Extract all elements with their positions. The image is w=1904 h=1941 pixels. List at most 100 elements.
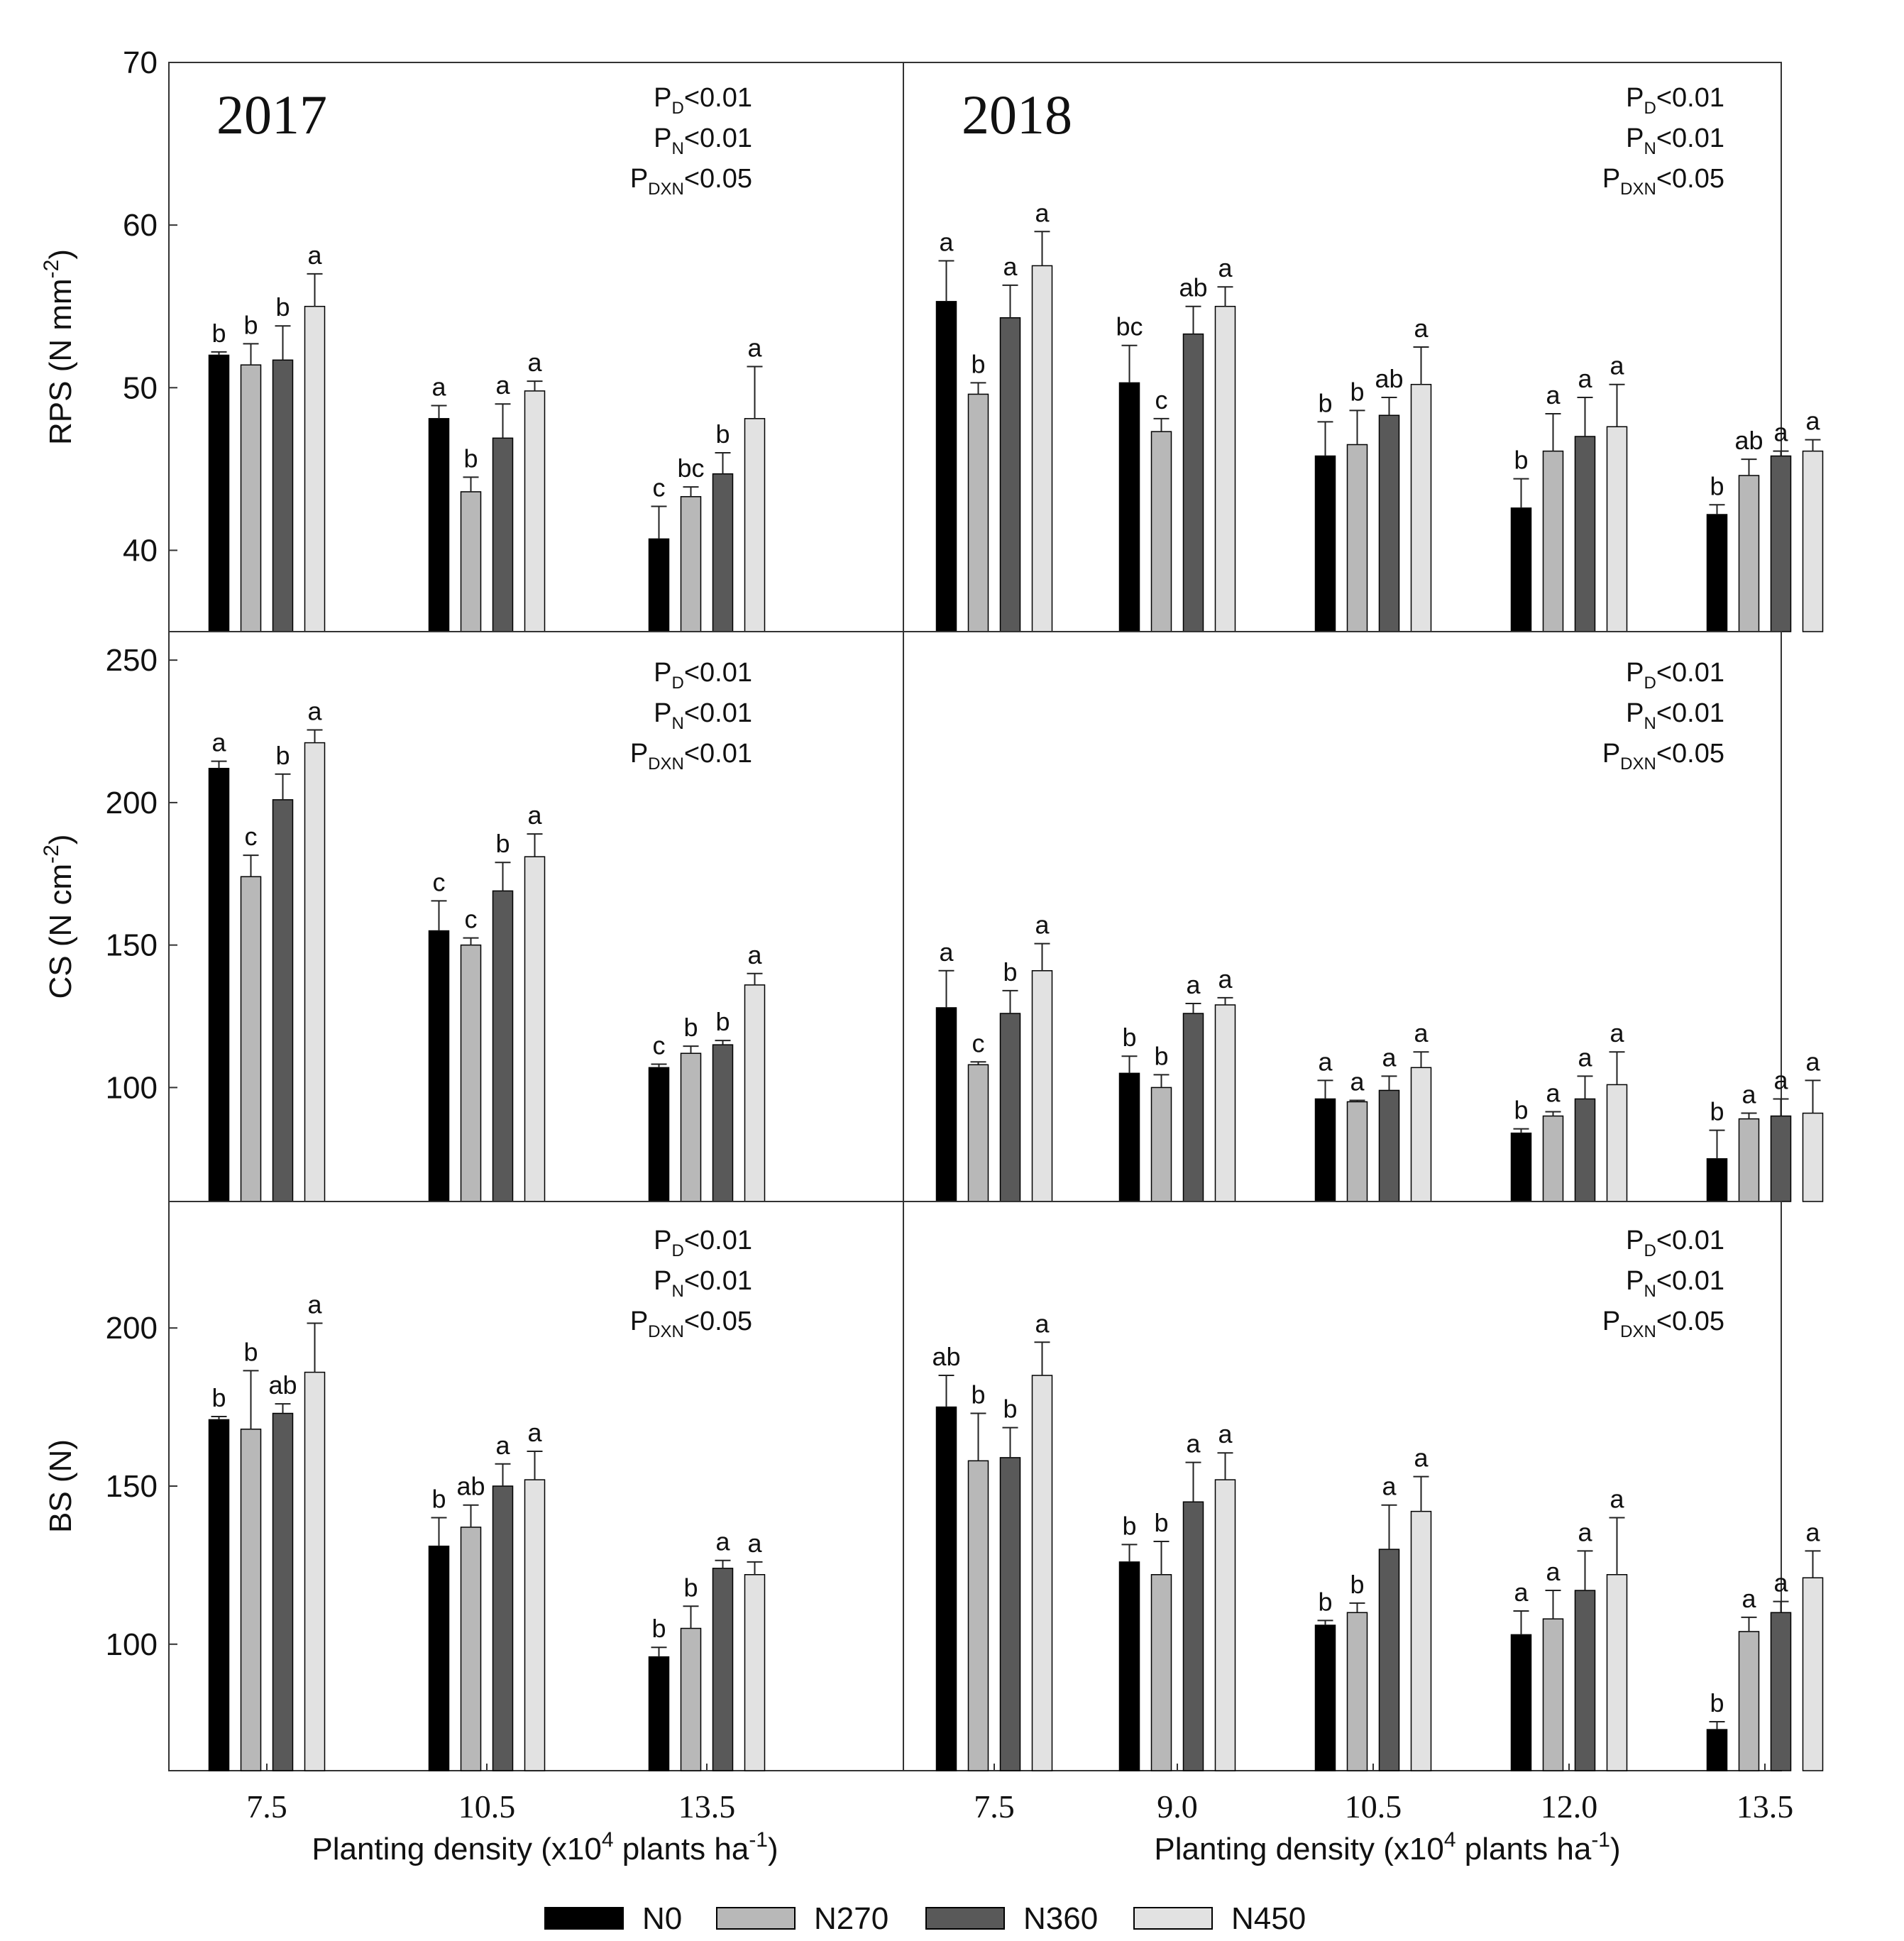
bar-n0-7.5: [935, 1007, 957, 1202]
stat-annotation: PDXN<0.01: [630, 739, 752, 774]
bar-n0-7.5: [935, 1406, 957, 1771]
significance-letter: a: [211, 728, 226, 757]
y-axis-title: BS (N): [43, 1439, 78, 1533]
significance-letter: c: [465, 905, 478, 934]
significance-letter: b: [1514, 446, 1528, 475]
legend-label-n0: N0: [642, 1901, 682, 1936]
bar-n450-10.5: [1410, 383, 1432, 632]
bar-n450-7.5: [1031, 265, 1053, 632]
y-tick-label: 200: [106, 1311, 158, 1346]
significance-letter: b: [1710, 1097, 1724, 1126]
significance-letter: a: [527, 348, 542, 377]
bar-n450-13.5: [744, 984, 766, 1202]
bar-n0-12.0: [1510, 1634, 1532, 1771]
bar-n0-10.5: [1314, 455, 1336, 632]
significance-letter: a: [1805, 407, 1820, 436]
bar-n450-10.5: [1410, 1067, 1432, 1202]
significance-letter: a: [747, 333, 762, 362]
x-tick-label: 10.5: [1345, 1788, 1402, 1825]
significance-letter: a: [1035, 198, 1050, 227]
significance-letter: a: [1414, 314, 1429, 343]
bar-n0-10.5: [428, 418, 450, 632]
bar-n360-12.0: [1574, 436, 1596, 632]
significance-letter: a: [307, 1290, 322, 1319]
significance-letter: b: [1003, 1395, 1017, 1424]
y-tick-label: 150: [106, 1469, 158, 1504]
bar-n0-12.0: [1510, 507, 1532, 632]
significance-letter: c: [653, 473, 666, 502]
significance-letter: a: [495, 1431, 510, 1460]
bar-n0-7.5: [208, 1419, 230, 1771]
bar-n360-7.5: [272, 1412, 294, 1771]
bar-n360-13.5: [1770, 455, 1792, 632]
bar-n360-12.0: [1574, 1590, 1596, 1771]
year-label-2018: 2018: [962, 84, 1072, 145]
bar-n450-9.0: [1214, 305, 1236, 632]
significance-letter: a: [939, 228, 954, 257]
significance-letter: a: [1546, 380, 1561, 409]
significance-letter: a: [1514, 1578, 1529, 1607]
bar-n360-10.5: [1378, 1549, 1400, 1771]
bar-n360-9.0: [1182, 1013, 1204, 1202]
bar-n0-13.5: [1706, 1158, 1728, 1202]
significance-letter: a: [527, 801, 542, 830]
y-tick-label: 200: [106, 786, 158, 820]
significance-letter: a: [747, 1529, 762, 1558]
significance-letter: a: [1546, 1079, 1561, 1108]
bar-n360-7.5: [999, 1013, 1021, 1202]
significance-letter: a: [431, 372, 446, 401]
legend-label-n270: N270: [814, 1901, 888, 1936]
significance-letter: a: [527, 1418, 542, 1447]
bar-n450-13.5: [744, 418, 766, 632]
year-label-2017: 2017: [216, 84, 327, 145]
significance-letter: b: [683, 1013, 698, 1042]
stat-annotation: PN<0.01: [1626, 1266, 1724, 1301]
significance-letter: c: [245, 822, 258, 851]
significance-letter: a: [1382, 1472, 1397, 1501]
stat-annotation: PDXN<0.05: [1602, 1307, 1724, 1341]
bar-n0-10.5: [1314, 1098, 1336, 1202]
stat-annotation: PD<0.01: [654, 83, 752, 118]
bar-n360-7.5: [272, 359, 294, 632]
significance-letter: b: [243, 1337, 258, 1366]
stat-annotation: PD<0.01: [1626, 658, 1724, 693]
significance-letter: a: [307, 241, 322, 270]
significance-letter: a: [307, 697, 322, 726]
significance-letter: ab: [456, 1472, 485, 1501]
bar-n270-10.5: [460, 491, 482, 632]
bar-n360-7.5: [272, 799, 294, 1202]
significance-letter: b: [1122, 1511, 1136, 1540]
significance-letter: a: [1350, 1067, 1365, 1096]
bar-n270-12.0: [1542, 1618, 1564, 1771]
y-tick-label: 250: [106, 643, 158, 678]
bar-n270-10.5: [1346, 444, 1368, 632]
bar-n270-13.5: [680, 1627, 702, 1771]
significance-letter: bc: [677, 453, 704, 483]
significance-letter: b: [1003, 957, 1017, 986]
x-tick-label: 7.5: [246, 1788, 287, 1825]
bar-n360-9.0: [1182, 1501, 1204, 1771]
bar-n270-13.5: [1738, 1631, 1760, 1771]
significance-letter: a: [1218, 964, 1233, 994]
y-tick-label: 60: [123, 208, 158, 243]
stat-annotation: PN<0.01: [654, 123, 752, 158]
bar-n360-13.5: [712, 1044, 734, 1202]
x-axis-title-right: Planting density (x104 plants ha-1): [1154, 1828, 1620, 1866]
bar-n270-7.5: [967, 1064, 989, 1202]
x-tick-label: 9.0: [1157, 1788, 1198, 1825]
bar-n450-7.5: [1031, 970, 1053, 1202]
y-tick-label: 70: [123, 45, 158, 80]
bar-n270-10.5: [460, 944, 482, 1202]
x-tick-label: 10.5: [458, 1788, 516, 1825]
significance-letter: b: [1710, 1688, 1724, 1717]
bar-n0-9.0: [1118, 1072, 1140, 1202]
significance-letter: a: [747, 940, 762, 969]
bar-n270-10.5: [1346, 1612, 1368, 1771]
significance-letter: b: [1350, 377, 1364, 406]
bar-n0-13.5: [648, 538, 670, 632]
stat-annotation: PD<0.01: [654, 658, 752, 693]
y-tick-label: 150: [106, 928, 158, 963]
